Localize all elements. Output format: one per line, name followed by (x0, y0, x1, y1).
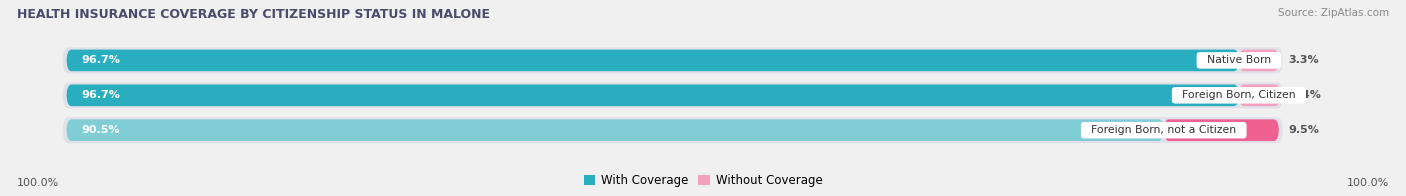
Text: Foreign Born, not a Citizen: Foreign Born, not a Citizen (1084, 125, 1243, 135)
Text: 9.5%: 9.5% (1289, 125, 1319, 135)
Text: HEALTH INSURANCE COVERAGE BY CITIZENSHIP STATUS IN MALONE: HEALTH INSURANCE COVERAGE BY CITIZENSHIP… (17, 8, 489, 21)
Text: 3.4%: 3.4% (1289, 90, 1320, 100)
Legend: With Coverage, Without Coverage: With Coverage, Without Coverage (579, 169, 827, 192)
FancyBboxPatch shape (1239, 50, 1279, 71)
Text: 100.0%: 100.0% (17, 178, 59, 188)
Text: Native Born: Native Born (1199, 55, 1278, 65)
FancyBboxPatch shape (63, 117, 1282, 143)
FancyBboxPatch shape (63, 47, 1282, 73)
FancyBboxPatch shape (1239, 84, 1279, 106)
Text: 100.0%: 100.0% (1347, 178, 1389, 188)
FancyBboxPatch shape (66, 119, 1164, 141)
Text: 96.7%: 96.7% (82, 55, 120, 65)
FancyBboxPatch shape (66, 84, 1239, 106)
FancyBboxPatch shape (1164, 119, 1279, 141)
Text: Source: ZipAtlas.com: Source: ZipAtlas.com (1278, 8, 1389, 18)
Text: 3.3%: 3.3% (1289, 55, 1319, 65)
FancyBboxPatch shape (63, 82, 1282, 108)
Text: Foreign Born, Citizen: Foreign Born, Citizen (1175, 90, 1303, 100)
Text: 96.7%: 96.7% (82, 90, 120, 100)
FancyBboxPatch shape (66, 50, 1239, 71)
Text: 90.5%: 90.5% (82, 125, 120, 135)
